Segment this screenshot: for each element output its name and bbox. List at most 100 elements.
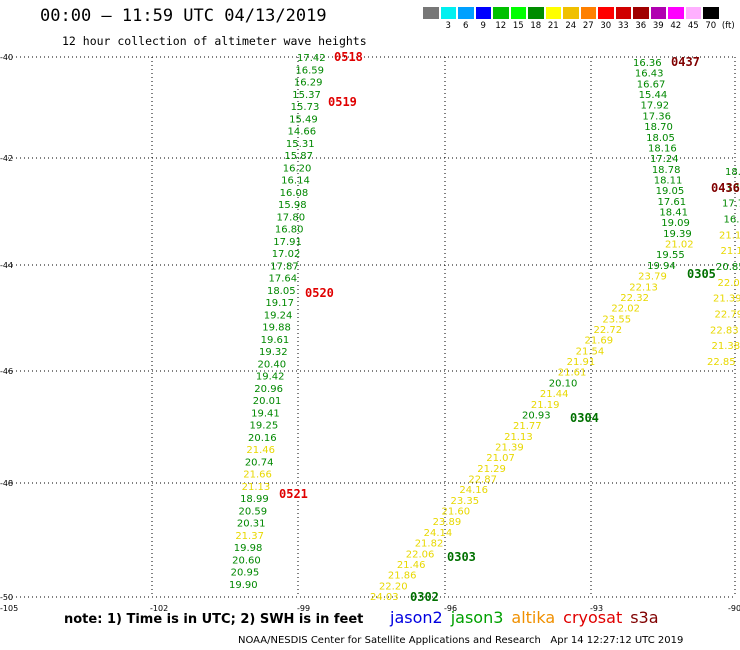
wave-height-value: 21.66: [243, 470, 272, 481]
wave-height-value: 17.91: [273, 237, 302, 248]
wave-height-value: 17.87: [270, 261, 299, 272]
wave-height-value: 16.08: [280, 188, 309, 199]
wave-height-value: 17.92: [641, 101, 670, 112]
wave-height-value: 18.70: [644, 122, 673, 133]
wave-height-value: 21.29: [477, 464, 506, 475]
pass-labels: 0518 0519 0520 0521 0437 0436 0305 0304 0303 0302: [279, 50, 740, 604]
wave-height-value: 19.24: [264, 310, 293, 321]
wave-height-value: 23.55: [602, 314, 631, 325]
colorbar: [422, 6, 720, 20]
wave-height-value: 16.80: [275, 225, 304, 236]
lon-tick-label: -99: [297, 604, 310, 613]
colorbar-swatch: [544, 6, 562, 20]
wave-height-value: 19.41: [251, 408, 280, 419]
wave-height-value: 21.15: [719, 230, 740, 241]
wave-height-value: 18.11: [654, 175, 683, 186]
wave-height-value: 21.60: [442, 507, 471, 518]
colorbar-swatch: [614, 6, 632, 20]
wave-height-value: 19.17: [265, 298, 294, 309]
wave-height-value: 22.20: [379, 581, 408, 592]
wave-height-value: 15.98: [278, 200, 307, 211]
wave-height-value: 15.49: [289, 114, 318, 125]
wave-height-value: 15.87: [284, 151, 313, 162]
wave-height-value: 24.03: [370, 592, 399, 603]
wave-height-value: 18.05: [267, 286, 296, 297]
pass-time-label: 0518: [334, 50, 363, 64]
pass-time-label: 0304: [570, 411, 599, 425]
colorbar-label: 9: [480, 21, 486, 31]
colorbar-label: 21: [547, 21, 559, 31]
wave-height-value: 20.16: [248, 433, 277, 444]
wave-height-value: 22.13: [629, 282, 658, 293]
wave-height-value: 18.99: [240, 494, 269, 505]
wave-height-value: 21.39: [495, 442, 524, 453]
pass-time-label: 0303: [447, 550, 476, 564]
wave-height-value: 21.82: [415, 539, 444, 550]
wave-height-value: 19.25: [250, 421, 279, 432]
colorbar-swatch: [457, 6, 475, 20]
wave-height-value: 21.46: [397, 560, 426, 571]
colorbar-swatch: [684, 6, 702, 20]
map-grid: [8, 56, 736, 598]
pass-time-label: 0520: [305, 286, 334, 300]
lat-tick-label: -48: [0, 479, 13, 488]
colorbar-swatch: [509, 6, 527, 20]
wave-height-value: 19.90: [229, 580, 258, 591]
wave-height-value: 20.95: [231, 568, 260, 579]
wave-height-value: 20.74: [245, 457, 274, 468]
colorbar-label: [422, 21, 440, 31]
wave-height-value: 19.05: [656, 186, 685, 197]
wave-height-value: 16.59: [295, 65, 324, 76]
colorbar-swatch: [632, 6, 650, 20]
wave-height-value: 21.46: [246, 445, 275, 456]
wave-height-value: 20.60: [232, 555, 261, 566]
wave-height-value: 21.13: [242, 482, 271, 493]
colorbar-label: 6: [463, 21, 469, 31]
pass-time-label: 0305: [687, 267, 716, 281]
wave-height-value: 16.20: [283, 163, 312, 174]
colorbar-label: 3: [445, 21, 451, 31]
colorbar-swatch: [667, 6, 685, 20]
wave-height-value: 18.05: [646, 133, 675, 144]
wave-height-value: 23.89: [433, 517, 462, 528]
wave-height-value: 16.63: [724, 215, 740, 226]
wave-height-value: 22.32: [620, 293, 649, 304]
credit-text: NOAA/NESDIS Center for Satellite Applica…: [238, 635, 684, 646]
pass-time-label: 0302: [410, 590, 439, 604]
wave-height-value: 21.13: [504, 432, 533, 443]
legend-item-jason3: jason3: [450, 608, 504, 627]
colorbar-swatch: [579, 6, 597, 20]
lon-tick-label: -96: [444, 604, 457, 613]
colorbar-label: 33: [617, 21, 629, 31]
lon-tick-label: -90: [728, 604, 740, 613]
wave-height-value: 19.61: [261, 335, 290, 346]
wave-height-value: 21.02: [665, 240, 694, 251]
colorbar-swatch: [439, 6, 457, 20]
wave-height-value: 21.07: [486, 453, 515, 464]
wave-height-value: 22.72: [593, 325, 622, 336]
colorbar-label: 12: [495, 21, 507, 31]
colorbar-label: 70: [705, 21, 717, 31]
wave-height-value: 14.66: [288, 127, 317, 138]
colorbar-label: 15: [512, 21, 524, 31]
note-text: note: 1) Time is in UTC; 2) SWH is in fe…: [64, 612, 364, 627]
wave-height-value: 16.29: [294, 78, 323, 89]
wave-height-value: 21.44: [540, 389, 569, 400]
colorbar-label: 18: [530, 21, 542, 31]
wave-height-value: 20.10: [549, 378, 578, 389]
wave-height-value: 20.96: [254, 384, 283, 395]
pass-time-label: 0436: [711, 181, 740, 195]
wave-height-value: 21.37: [235, 531, 264, 542]
lat-tick-label: -40: [0, 53, 13, 62]
wave-height-value: 24.16: [459, 485, 488, 496]
wave-height-value: 17.36: [642, 111, 671, 122]
wave-height-value: 15.31: [286, 139, 315, 150]
wave-height-value: 21.86: [388, 571, 417, 582]
wave-height-value: 18.66: [725, 167, 740, 178]
wave-height-value: 18.07: [727, 183, 740, 194]
wave-height-value: 19.09: [661, 218, 690, 229]
lon-tick-label: -102: [150, 604, 168, 613]
colorbar-swatch: [492, 6, 510, 20]
map-subtitle: 12 hour collection of altimeter wave hei…: [62, 34, 367, 48]
